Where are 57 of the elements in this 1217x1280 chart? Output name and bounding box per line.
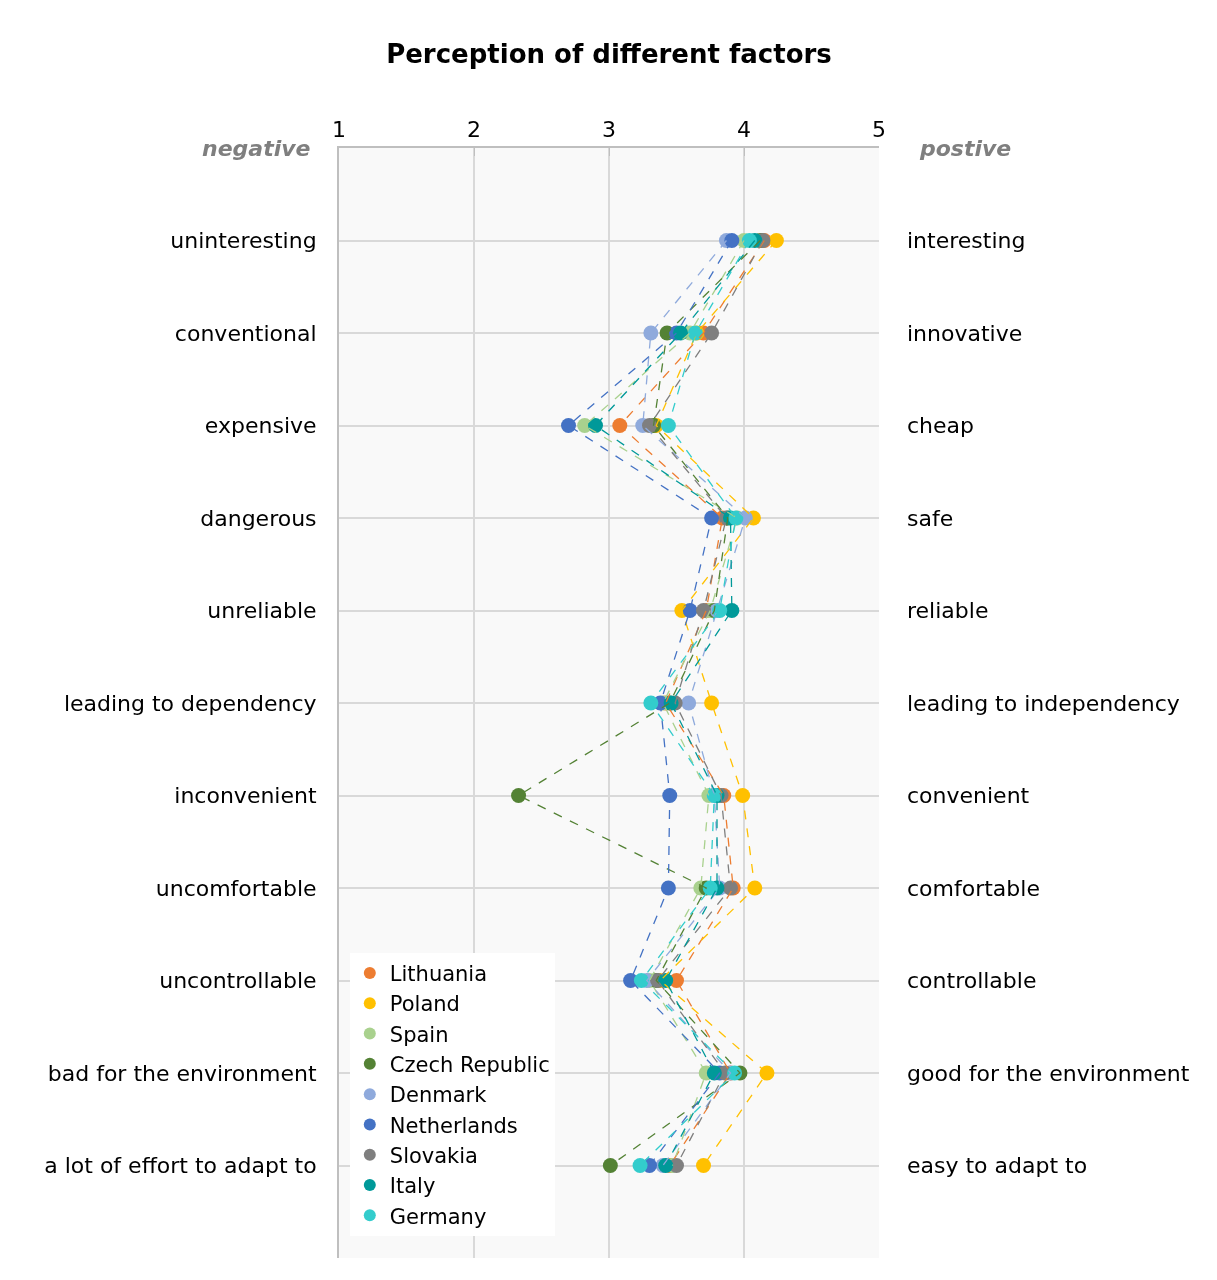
legend-label: Italy: [389, 1174, 436, 1199]
chart-title: Perception of different factors: [386, 39, 832, 69]
point: [660, 880, 676, 896]
point: [704, 325, 720, 341]
legend-label: Czech Republic: [389, 1053, 550, 1078]
point: [768, 233, 784, 248]
y-tick-label: conventional: [174, 320, 317, 346]
y2-tick-label: convenient: [907, 783, 1030, 808]
legend-label: Netherlands: [389, 1113, 518, 1138]
point: [561, 418, 576, 433]
y-tick-label: unreliable: [207, 598, 317, 624]
legend-label: Spain: [389, 1022, 449, 1047]
point: [612, 418, 628, 433]
y-axis-title: negative: [202, 136, 311, 161]
y2-tick-label: cheap: [907, 413, 975, 438]
point: [696, 1158, 711, 1173]
point: [602, 1158, 618, 1173]
y-tick-label: leading to dependency: [63, 690, 317, 716]
y-tick-label: dangerous: [200, 505, 317, 531]
y2-tick-label: leading to independency: [907, 691, 1180, 716]
legend-label: Poland: [389, 992, 460, 1017]
point: [632, 1158, 648, 1173]
y-tick-label: expensive: [204, 413, 317, 439]
x-tick-label: 2: [467, 117, 481, 143]
x-tick-label: 3: [602, 117, 616, 143]
y-tick-label: uninteresting: [170, 228, 317, 254]
point: [704, 695, 720, 711]
point: [735, 788, 751, 803]
x-tick-label: 1: [332, 117, 346, 143]
y2-tick-label: controllable: [907, 968, 1037, 993]
y2-tick-label: reliable: [907, 598, 989, 623]
y-tick-label: a lot of effort to adapt to: [44, 1153, 317, 1179]
y2-tick-label: safe: [907, 506, 954, 531]
x-tick-label: 5: [872, 117, 886, 143]
y-tick-label: inconvenient: [174, 783, 317, 809]
y2-tick-label: easy to adapt to: [907, 1153, 1088, 1178]
y2-tick-label: comfortable: [907, 876, 1040, 901]
x-tick-label: 4: [737, 117, 751, 143]
point: [759, 1065, 775, 1081]
y2-axis-title: postive: [919, 136, 1012, 161]
y2-tick-label: good for the environment: [907, 1061, 1190, 1086]
point: [662, 788, 678, 803]
point: [660, 418, 676, 433]
point: [633, 973, 649, 988]
point: [747, 880, 763, 896]
point: [724, 233, 740, 248]
y2-tick-label: innovative: [907, 321, 1023, 346]
legend-label: Germany: [389, 1204, 487, 1229]
y-tick-label: bad for the environment: [47, 1060, 317, 1086]
y2-tick-label: interesting: [907, 228, 1026, 253]
point: [643, 325, 659, 341]
legend-label: Denmark: [389, 1083, 488, 1108]
legend-label: Lithuania: [389, 962, 488, 987]
y-tick-label: uncontrollable: [159, 968, 317, 994]
point: [511, 788, 527, 803]
y-tick-label: uncomfortable: [155, 875, 317, 901]
legend-label: Slovakia: [389, 1143, 478, 1168]
